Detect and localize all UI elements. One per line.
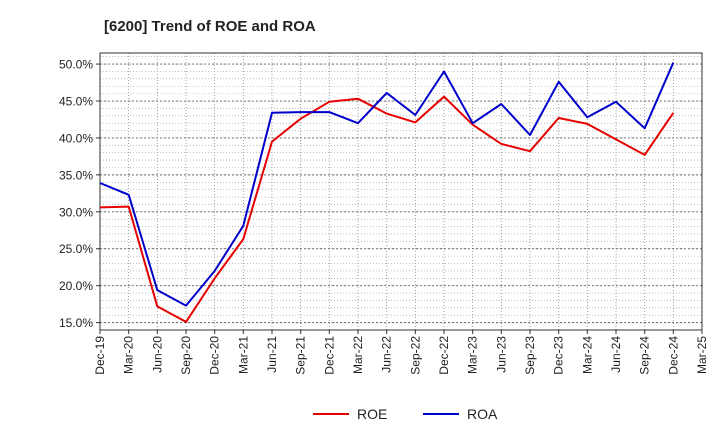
x-tick-label: Dec-23 [552,336,566,375]
x-tick-label: Sep-21 [294,336,308,375]
x-tick-label: Mar-25 [695,336,709,374]
x-tick-label: Mar-21 [236,336,250,374]
y-tick-label: 20.0% [59,279,93,293]
x-tick-label: Mar-24 [580,336,594,374]
plot-frame [99,52,703,331]
x-tick-label: Dec-19 [93,336,107,375]
y-tick-label: 30.0% [59,205,93,219]
y-tick-label: 50.0% [59,58,93,72]
x-tick-label: Jun-24 [609,336,623,373]
series-line-roe [99,95,675,323]
x-tick-label: Sep-23 [523,336,537,375]
chart-title: [6200] Trend of ROE and ROA [104,18,316,35]
plot-area: 15.0% 20.0% 25.0% 30.0% 35.0% 40.0% 45.0% 50.0%… [59,52,709,375]
legend: ROE ROA [313,406,498,422]
y-tick-label: 40.0% [59,131,93,145]
series-line-roa [99,62,675,307]
x-tick-label: Mar-20 [122,336,136,374]
x-tick-label: Dec-24 [666,336,680,375]
legend-label-roa: ROA [467,406,498,422]
x-tick-label: Dec-22 [437,336,451,375]
y-tick-label: 15.0% [59,316,93,330]
x-tick-label: Jun-22 [380,336,394,373]
x-tick-label: Jun-23 [494,336,508,373]
x-tick-label: Dec-21 [322,336,336,375]
y-tick-label: 35.0% [59,168,93,182]
y-tick-label: 45.0% [59,95,93,109]
x-tick-label: Jun-21 [265,336,279,373]
x-tick-label: Dec-20 [208,336,222,375]
y-tick-label: 25.0% [59,242,93,256]
x-tick-label: Mar-22 [351,336,365,374]
x-tick-label: Sep-22 [408,336,422,375]
x-tick-label: Mar-23 [466,336,480,374]
x-tick-label: Jun-20 [150,336,164,373]
x-tick-label: Sep-24 [638,336,652,375]
legend-label-roe: ROE [357,406,387,422]
x-tick-label: Sep-20 [179,336,193,375]
plot-background [100,53,702,330]
